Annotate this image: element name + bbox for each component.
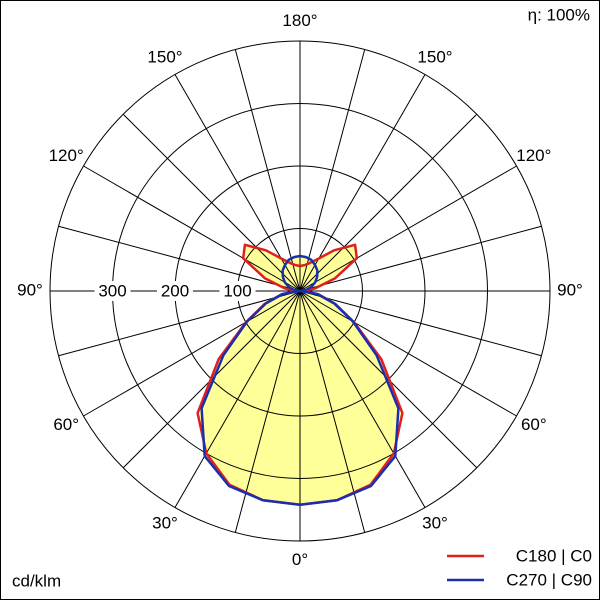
angle-tick-label: 90° bbox=[17, 280, 43, 299]
spoke bbox=[299, 290, 426, 508]
angle-tick-label: 150° bbox=[417, 47, 452, 66]
area-fill bbox=[300, 256, 399, 505]
r-tick-label: 200 bbox=[161, 281, 189, 300]
angle-tick-label: 120° bbox=[516, 146, 551, 165]
minor-spoke bbox=[299, 49, 366, 292]
angle-tick-label: 180° bbox=[282, 11, 317, 30]
angle-tick-label: 0° bbox=[292, 550, 308, 569]
label-bg bbox=[94, 281, 131, 301]
spoke bbox=[299, 165, 517, 292]
spoke bbox=[299, 74, 426, 292]
spoke bbox=[174, 74, 301, 292]
minor-spoke bbox=[122, 113, 301, 292]
label-bg bbox=[219, 281, 256, 301]
angle-tick-label: 150° bbox=[147, 47, 182, 66]
spoke bbox=[299, 290, 517, 417]
minor-spoke bbox=[58, 225, 301, 292]
area-fill bbox=[201, 256, 300, 505]
curve bbox=[200, 254, 302, 507]
minor-spoke bbox=[299, 290, 542, 357]
angle-tick-label: 60° bbox=[53, 415, 79, 434]
minor-spoke bbox=[299, 225, 542, 292]
spoke bbox=[83, 290, 301, 417]
angle-tick-label: 60° bbox=[521, 415, 547, 434]
efficiency-note: η: 100% bbox=[528, 5, 590, 24]
r-tick-label: 300 bbox=[98, 281, 126, 300]
angle-tick-label: 30° bbox=[152, 514, 178, 533]
minor-spoke bbox=[58, 290, 301, 357]
label-bg bbox=[157, 281, 193, 301]
minor-spoke bbox=[234, 49, 301, 292]
r-tick-label: 100 bbox=[223, 281, 251, 300]
minor-spoke bbox=[299, 113, 478, 292]
legend-label: C270 | C90 bbox=[506, 570, 592, 589]
spoke bbox=[174, 290, 301, 508]
legend-label: C180 | C0 bbox=[516, 546, 592, 565]
unit-label: cd/klm bbox=[12, 571, 61, 590]
angle-tick-label: 90° bbox=[557, 280, 583, 299]
spoke bbox=[83, 165, 301, 292]
angle-tick-label: 120° bbox=[49, 146, 84, 165]
angle-tick-label: 30° bbox=[422, 514, 448, 533]
